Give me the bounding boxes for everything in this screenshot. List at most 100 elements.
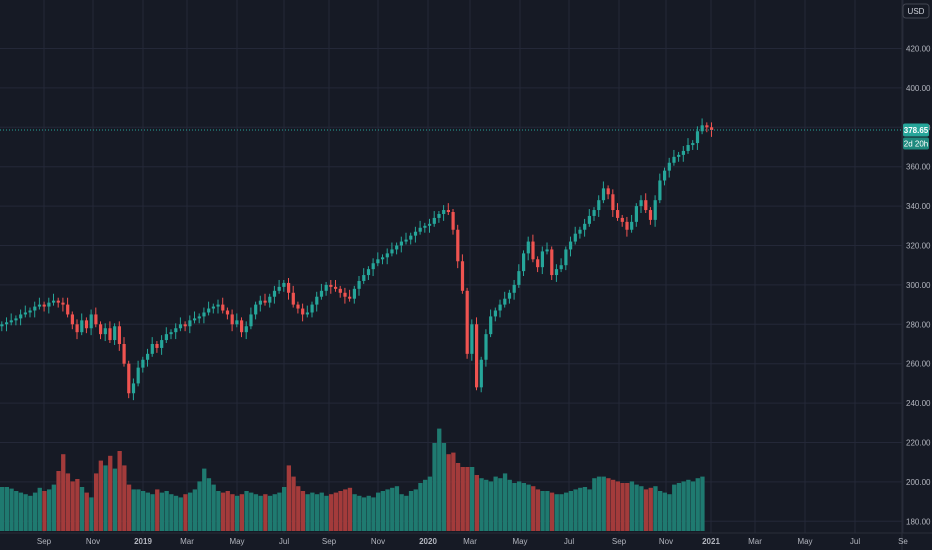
- candle-body[interactable]: [334, 286, 338, 289]
- candle-body[interactable]: [305, 312, 309, 315]
- candle-body[interactable]: [357, 280, 361, 289]
- candle-body[interactable]: [395, 245, 399, 250]
- candle-body[interactable]: [587, 215, 591, 224]
- candle-body[interactable]: [606, 188, 610, 195]
- currency-button-bg[interactable]: [902, 3, 930, 19]
- candle-body[interactable]: [413, 231, 418, 236]
- candle-body[interactable]: [705, 125, 709, 128]
- candle-body[interactable]: [47, 302, 51, 307]
- candle-body[interactable]: [14, 318, 18, 321]
- candle-body[interactable]: [583, 223, 587, 230]
- candle-body[interactable]: [573, 233, 577, 242]
- candle-body[interactable]: [672, 156, 676, 163]
- candle-body[interactable]: [9, 320, 13, 323]
- candle-body[interactable]: [84, 320, 89, 329]
- candle-body[interactable]: [601, 188, 606, 201]
- candle-body[interactable]: [301, 308, 305, 315]
- price-candles[interactable]: [0, 118, 714, 401]
- candle-body[interactable]: [127, 363, 131, 394]
- candle-body[interactable]: [174, 328, 178, 333]
- candle-body[interactable]: [324, 284, 328, 291]
- candle-body[interactable]: [681, 150, 685, 155]
- candle-body[interactable]: [658, 180, 662, 201]
- candle-body[interactable]: [160, 340, 164, 348]
- candle-body[interactable]: [183, 324, 187, 327]
- candle-body[interactable]: [178, 324, 183, 329]
- candle-body[interactable]: [348, 296, 352, 299]
- candle-body[interactable]: [244, 326, 248, 333]
- candle-body[interactable]: [432, 217, 436, 224]
- candle-body[interactable]: [569, 241, 573, 250]
- candle-body[interactable]: [409, 235, 413, 240]
- candle-body[interactable]: [540, 251, 544, 268]
- candle-body[interactable]: [263, 300, 267, 303]
- candle-body[interactable]: [89, 314, 93, 329]
- candle-body[interactable]: [686, 145, 690, 151]
- candle-body[interactable]: [202, 312, 206, 317]
- candle-body[interactable]: [169, 332, 173, 335]
- candle-body[interactable]: [211, 306, 215, 309]
- candle-body[interactable]: [451, 212, 455, 230]
- candle-body[interactable]: [460, 261, 465, 291]
- candle-body[interactable]: [249, 314, 253, 327]
- candle-body[interactable]: [404, 239, 408, 242]
- candle-body[interactable]: [592, 210, 596, 216]
- candle-body[interactable]: [277, 286, 281, 291]
- candle-body[interactable]: [484, 334, 488, 360]
- candle-body[interactable]: [503, 298, 507, 305]
- candle-body[interactable]: [150, 344, 154, 354]
- candle-body[interactable]: [268, 296, 272, 303]
- candle-body[interactable]: [376, 259, 380, 264]
- candle-body[interactable]: [287, 282, 291, 293]
- candle-body[interactable]: [597, 200, 601, 211]
- candle-body[interactable]: [258, 300, 262, 305]
- candle-body[interactable]: [522, 253, 526, 272]
- time-axis[interactable]: Sep Nov 2019 Mar May Jul Sep Nov 2020 Mar May Jul Se…: [37, 537, 909, 546]
- candle-body[interactable]: [677, 154, 681, 157]
- currency-label[interactable]: USD: [908, 7, 925, 16]
- candle-body[interactable]: [352, 288, 356, 299]
- candle-body[interactable]: [691, 143, 695, 146]
- candle-body[interactable]: [103, 328, 107, 335]
- candle-body[interactable]: [66, 304, 70, 315]
- candle-body[interactable]: [428, 223, 432, 226]
- candle-body[interactable]: [52, 300, 56, 303]
- candle-body[interactable]: [362, 275, 366, 281]
- candle-body[interactable]: [146, 353, 150, 360]
- candle-body[interactable]: [56, 300, 60, 303]
- candle-body[interactable]: [493, 310, 497, 317]
- candle-body[interactable]: [122, 344, 126, 364]
- candle-body[interactable]: [437, 213, 441, 218]
- candle-body[interactable]: [155, 344, 159, 348]
- candle-body[interactable]: [710, 127, 714, 130]
- candle-body[interactable]: [498, 304, 502, 311]
- candle-body[interactable]: [423, 225, 427, 228]
- candle-body[interactable]: [131, 383, 136, 394]
- candle-body[interactable]: [23, 312, 27, 315]
- candle-body[interactable]: [28, 310, 32, 313]
- candle-body[interactable]: [207, 308, 211, 313]
- candle-body[interactable]: [80, 320, 84, 333]
- candle-body[interactable]: [0, 324, 4, 327]
- candle-body[interactable]: [648, 210, 653, 220]
- candle-body[interactable]: [700, 125, 704, 132]
- candle-body[interactable]: [61, 302, 65, 305]
- candle-body[interactable]: [512, 284, 516, 293]
- candle-body[interactable]: [94, 314, 98, 325]
- candle-body[interactable]: [164, 334, 168, 341]
- candle-body[interactable]: [75, 324, 79, 333]
- candle-body[interactable]: [564, 249, 568, 266]
- candle-body[interactable]: [644, 200, 648, 211]
- candle-body[interactable]: [33, 306, 37, 311]
- candle-body[interactable]: [319, 290, 324, 297]
- candle-body[interactable]: [99, 324, 103, 335]
- candle-body[interactable]: [442, 210, 446, 214]
- candle-body[interactable]: [117, 326, 121, 344]
- candle-body[interactable]: [235, 320, 239, 325]
- candle-body[interactable]: [639, 200, 643, 207]
- candle-body[interactable]: [470, 324, 474, 354]
- candle-body[interactable]: [554, 269, 559, 276]
- candle-body[interactable]: [371, 263, 375, 270]
- candle-body[interactable]: [526, 241, 530, 254]
- candle-body[interactable]: [517, 271, 521, 285]
